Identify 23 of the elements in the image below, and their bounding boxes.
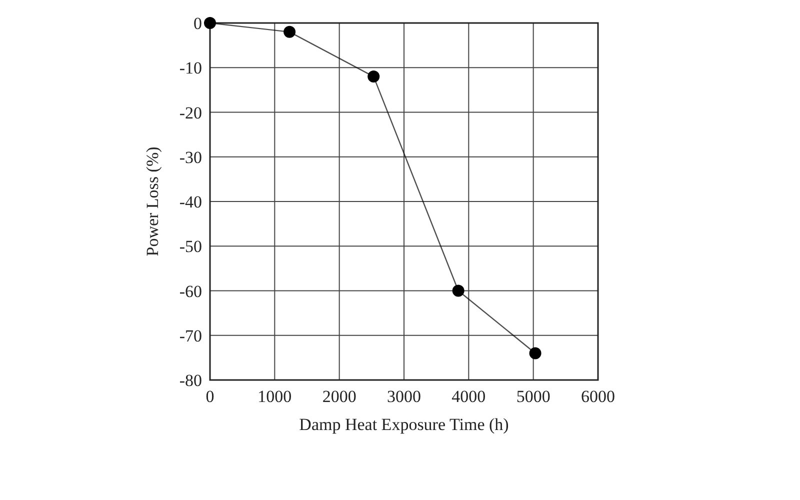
x-axis-title: Damp Heat Exposure Time (h)	[299, 415, 509, 434]
x-tick-label: 4000	[452, 387, 486, 406]
y-tick-label: -70	[179, 326, 202, 346]
point	[529, 347, 542, 360]
y-tick-label: -80	[179, 371, 202, 390]
x-tick-label: 0	[206, 387, 214, 406]
y-tick-label: -10	[179, 58, 202, 78]
point	[204, 17, 216, 29]
y-tick-label: -20	[179, 103, 202, 122]
y-tick-label: 0	[194, 14, 202, 33]
x-tick-label: 5000	[516, 387, 550, 406]
y-tick-label: -40	[179, 192, 202, 212]
point	[452, 284, 464, 297]
point	[284, 26, 296, 38]
y-tick-label: -60	[179, 282, 202, 301]
x-tick-label: 2000	[322, 387, 356, 406]
x-tick-label: 3000	[387, 387, 421, 406]
y-tick-label: -30	[179, 148, 202, 167]
x-tick-label: 1000	[258, 387, 292, 406]
y-axis-title: Power Loss (%)	[143, 146, 162, 256]
point	[368, 70, 380, 83]
x-tick-label: 6000	[581, 387, 615, 406]
y-tick-label: -50	[179, 237, 202, 256]
